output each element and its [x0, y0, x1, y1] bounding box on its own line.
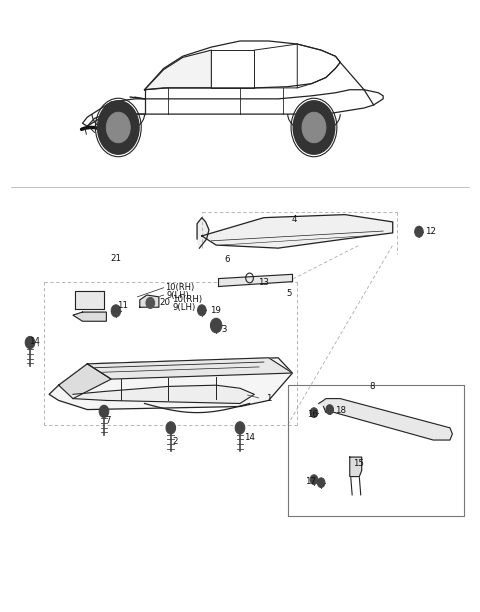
Polygon shape: [87, 358, 292, 379]
Circle shape: [107, 112, 130, 143]
Circle shape: [310, 408, 318, 417]
Circle shape: [326, 405, 334, 414]
Polygon shape: [350, 457, 362, 477]
Circle shape: [210, 318, 222, 333]
Polygon shape: [49, 358, 292, 409]
Circle shape: [198, 305, 206, 316]
Text: 14: 14: [29, 337, 40, 346]
Text: 21: 21: [110, 254, 121, 263]
Circle shape: [317, 478, 325, 488]
Text: 19: 19: [210, 307, 221, 315]
Polygon shape: [319, 398, 452, 440]
Text: 5: 5: [286, 289, 292, 298]
Text: 11: 11: [117, 302, 128, 310]
Polygon shape: [59, 364, 111, 398]
Polygon shape: [75, 291, 104, 309]
Text: 8: 8: [370, 382, 375, 391]
Text: 1: 1: [266, 394, 272, 403]
Polygon shape: [73, 312, 107, 321]
Polygon shape: [218, 274, 292, 286]
Polygon shape: [144, 50, 211, 90]
Text: 17: 17: [305, 477, 316, 486]
Circle shape: [302, 112, 326, 143]
Circle shape: [25, 337, 35, 349]
Polygon shape: [202, 215, 393, 248]
Circle shape: [111, 305, 120, 317]
Text: 9(LH): 9(LH): [172, 304, 195, 312]
Text: 18: 18: [336, 406, 347, 416]
Text: 14: 14: [244, 433, 255, 442]
Text: 12: 12: [425, 226, 436, 236]
Text: 10(RH): 10(RH): [165, 283, 194, 292]
Text: 4: 4: [291, 215, 297, 224]
Text: 10(RH): 10(RH): [172, 296, 203, 304]
Circle shape: [310, 475, 318, 485]
Text: 16: 16: [307, 410, 318, 419]
Polygon shape: [140, 295, 159, 307]
Circle shape: [292, 100, 336, 155]
Polygon shape: [73, 385, 254, 403]
Circle shape: [97, 100, 140, 155]
Circle shape: [146, 297, 155, 308]
Text: 15: 15: [353, 458, 364, 468]
Text: 2: 2: [172, 437, 178, 446]
Text: 6: 6: [224, 255, 230, 264]
Circle shape: [415, 226, 423, 237]
Text: 9(LH): 9(LH): [166, 291, 189, 299]
Circle shape: [99, 405, 109, 417]
Text: 20: 20: [159, 298, 170, 307]
Polygon shape: [197, 218, 209, 248]
Circle shape: [166, 422, 176, 434]
Text: 7: 7: [106, 416, 111, 425]
Text: 13: 13: [258, 278, 269, 287]
Circle shape: [235, 422, 245, 434]
Text: 3: 3: [222, 324, 228, 334]
